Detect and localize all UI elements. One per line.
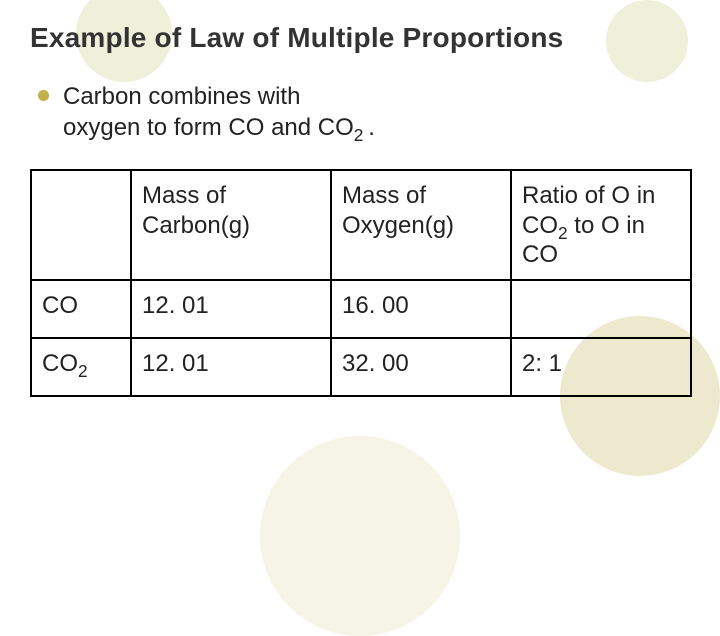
header-empty bbox=[31, 170, 131, 280]
row-oxygen: 16. 00 bbox=[331, 280, 511, 338]
row-carbon: 12. 01 bbox=[131, 338, 331, 396]
header-carbon: Mass of Carbon(g) bbox=[131, 170, 331, 280]
title-bold: Law of Multiple Proportions bbox=[189, 22, 563, 53]
row-carbon: 12. 01 bbox=[131, 280, 331, 338]
bullet-text: Carbon combines with oxygen to form CO a… bbox=[63, 82, 383, 143]
proportions-table: Mass of Carbon(g) Mass of Oxygen(g) Rati… bbox=[30, 169, 692, 397]
header-oxygen: Mass of Oxygen(g) bbox=[331, 170, 511, 280]
title-plain: Example of bbox=[30, 22, 189, 53]
header-ratio: Ratio of O in CO2 to O in CO bbox=[511, 170, 691, 280]
row-oxygen: 32. 00 bbox=[331, 338, 511, 396]
row-ratio: 2: 1 bbox=[511, 338, 691, 396]
bullet-item: Carbon combines with oxygen to form CO a… bbox=[38, 82, 690, 143]
table-row: CO 12. 01 16. 00 bbox=[31, 280, 691, 338]
row-label: CO2 bbox=[31, 338, 131, 396]
table-row: CO2 12. 01 32. 00 2: 1 bbox=[31, 338, 691, 396]
decorative-circle bbox=[260, 436, 460, 636]
row-label: CO bbox=[31, 280, 131, 338]
row-ratio bbox=[511, 280, 691, 338]
table-header-row: Mass of Carbon(g) Mass of Oxygen(g) Rati… bbox=[31, 170, 691, 280]
slide-title: Example of Law of Multiple Proportions bbox=[30, 22, 690, 54]
bullet-icon bbox=[38, 90, 49, 101]
